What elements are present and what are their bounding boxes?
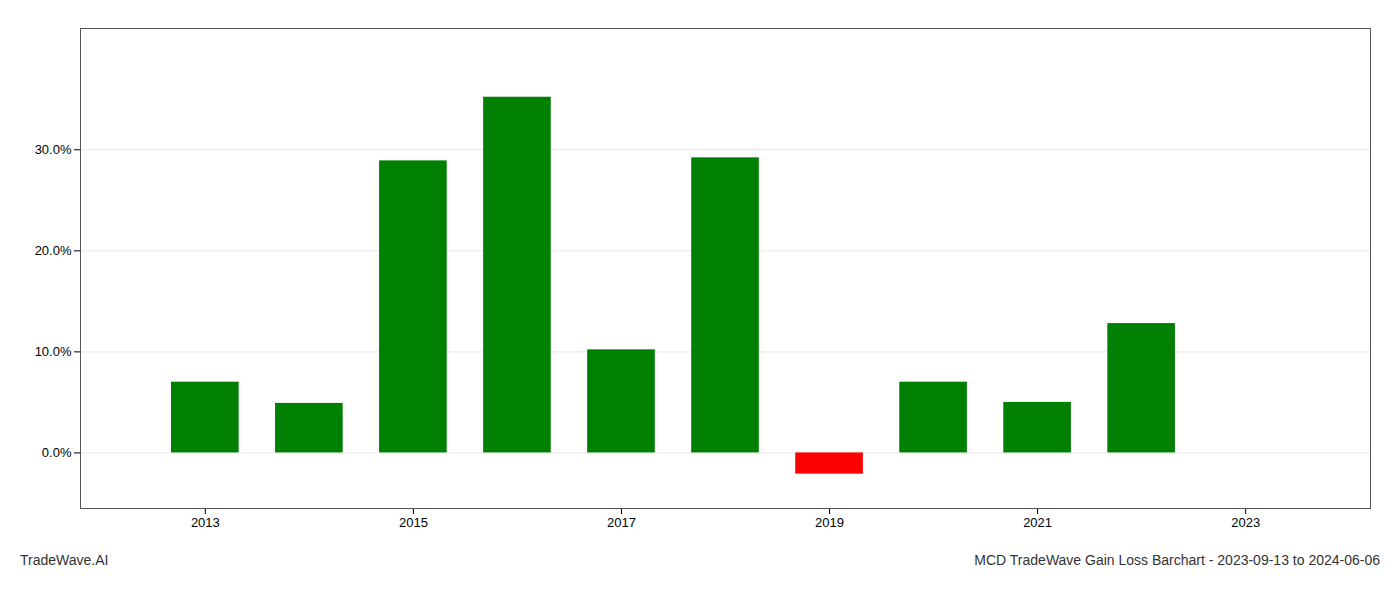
- svg-text:2015: 2015: [399, 515, 428, 530]
- svg-text:2019: 2019: [815, 515, 844, 530]
- svg-text:2013: 2013: [191, 515, 220, 530]
- svg-text:2021: 2021: [1023, 515, 1052, 530]
- svg-text:20.0%: 20.0%: [35, 243, 72, 258]
- svg-text:10.0%: 10.0%: [35, 344, 72, 359]
- svg-text:30.0%: 30.0%: [35, 142, 72, 157]
- html-text:MCD TradeWave Gain Loss Barcha: MCD TradeWave Gain Loss Barchart - 2023-…: [974, 552, 1380, 568]
- svg-text:0.0%: 0.0%: [42, 445, 72, 460]
- html-text:TradeWave.AI: TradeWave.AI: [20, 552, 109, 568]
- svg-text:2023: 2023: [1231, 515, 1260, 530]
- svg-text:2017: 2017: [607, 515, 636, 530]
